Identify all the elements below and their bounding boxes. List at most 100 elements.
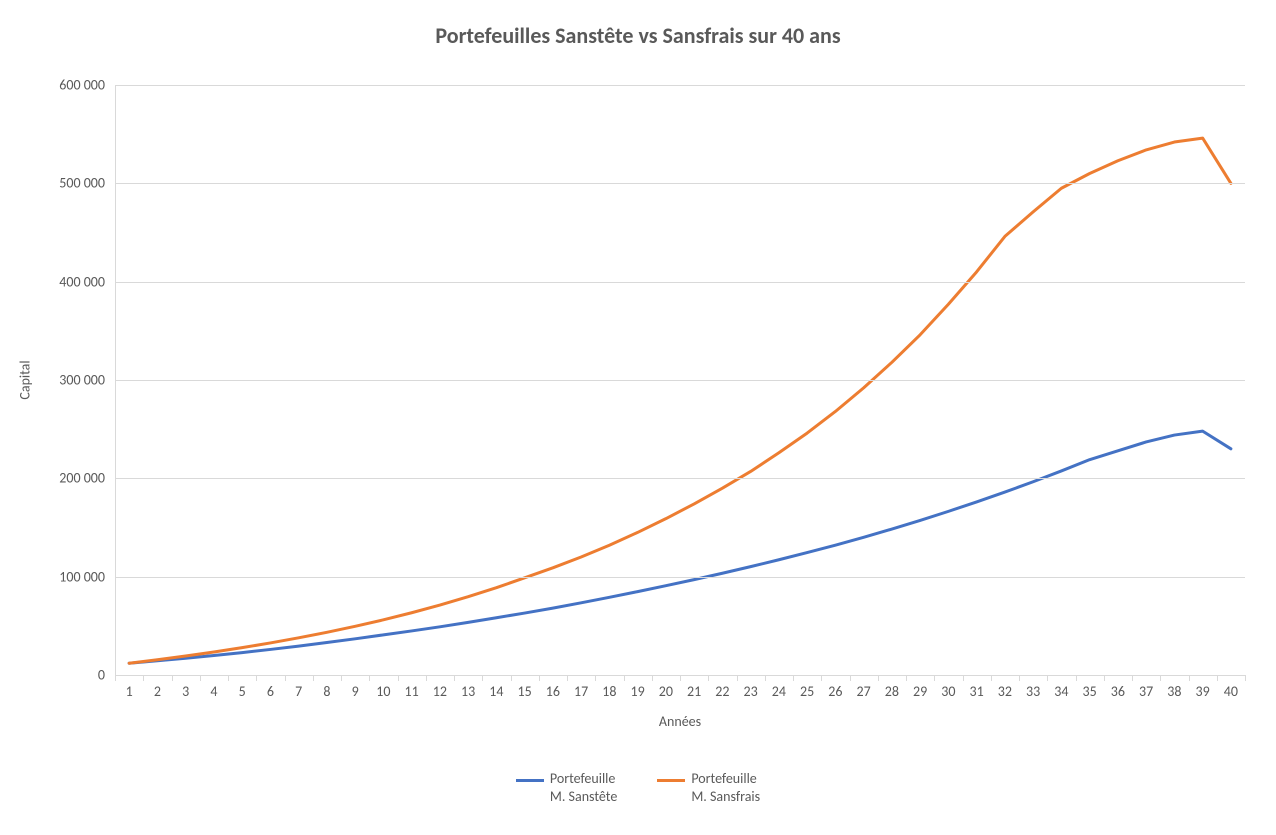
x-tick [398, 675, 399, 681]
x-tick [567, 675, 568, 681]
y-axis-line [115, 85, 116, 675]
legend: Portefeuille M. Sanstête Portefeuille M. … [0, 770, 1276, 806]
x-tick-label: 18 [602, 675, 616, 700]
x-tick [341, 675, 342, 681]
x-tick-label: 6 [267, 675, 274, 700]
gridline [115, 380, 1245, 381]
y-tick-label: 0 [98, 667, 115, 684]
x-tick [313, 675, 314, 681]
x-tick [624, 675, 625, 681]
gridline [115, 478, 1245, 479]
x-tick [906, 675, 907, 681]
y-tick-label: 100 000 [59, 568, 115, 585]
x-tick-label: 35 [1083, 675, 1097, 700]
y-tick-label: 300 000 [59, 372, 115, 389]
x-tick [1132, 675, 1133, 681]
x-tick-label: 17 [574, 675, 588, 700]
x-tick-label: 21 [687, 675, 701, 700]
x-tick [285, 675, 286, 681]
x-tick-label: 38 [1167, 675, 1181, 700]
x-tick-label: 2 [154, 675, 161, 700]
x-tick [850, 675, 851, 681]
x-tick-label: 39 [1196, 675, 1210, 700]
legend-label: Portefeuille M. Sanstête [550, 770, 617, 806]
x-tick [1047, 675, 1048, 681]
x-tick [1217, 675, 1218, 681]
x-tick-label: 16 [546, 675, 560, 700]
x-tick-label: 24 [772, 675, 786, 700]
x-tick-label: 14 [489, 675, 503, 700]
x-tick [200, 675, 201, 681]
line-series-sansfrais [129, 138, 1231, 663]
x-tick-label: 10 [376, 675, 390, 700]
x-tick [595, 675, 596, 681]
x-tick-label: 3 [182, 675, 189, 700]
x-tick-label: 1 [126, 675, 133, 700]
y-tick-label: 400 000 [59, 273, 115, 290]
x-tick [878, 675, 879, 681]
x-tick-label: 27 [857, 675, 871, 700]
x-tick [765, 675, 766, 681]
x-tick [1160, 675, 1161, 681]
plot-area: 0100 000200 000300 000400 000500 000600 … [115, 85, 1245, 675]
x-tick-label: 4 [210, 675, 217, 700]
line-series-sanstete [129, 431, 1231, 663]
x-tick [963, 675, 964, 681]
x-tick-label: 34 [1054, 675, 1068, 700]
chart-title: Portefeuilles Sanstête vs Sansfrais sur … [0, 0, 1276, 49]
x-tick-label: 26 [828, 675, 842, 700]
x-tick-label: 40 [1224, 675, 1238, 700]
x-tick-label: 25 [800, 675, 814, 700]
y-tick-label: 200 000 [59, 470, 115, 487]
x-tick-label: 32 [998, 675, 1012, 700]
x-tick [1019, 675, 1020, 681]
x-tick [228, 675, 229, 681]
gridline [115, 282, 1245, 283]
x-tick-label: 11 [405, 675, 419, 700]
x-tick-label: 28 [885, 675, 899, 700]
x-tick-label: 36 [1111, 675, 1125, 700]
x-tick-label: 37 [1139, 675, 1153, 700]
x-tick [511, 675, 512, 681]
x-tick [172, 675, 173, 681]
x-tick [369, 675, 370, 681]
x-tick-label: 23 [744, 675, 758, 700]
gridline [115, 577, 1245, 578]
x-tick-label: 29 [913, 675, 927, 700]
x-tick [115, 675, 116, 681]
x-tick-label: 8 [323, 675, 330, 700]
gridline [115, 85, 1245, 86]
x-tick-label: 13 [461, 675, 475, 700]
x-tick [143, 675, 144, 681]
x-tick [482, 675, 483, 681]
x-tick-label: 31 [970, 675, 984, 700]
x-tick [256, 675, 257, 681]
x-axis-title: Années [659, 713, 701, 730]
x-tick-label: 22 [715, 675, 729, 700]
x-tick [991, 675, 992, 681]
x-tick [1245, 675, 1246, 681]
x-tick [454, 675, 455, 681]
legend-swatch [516, 779, 544, 782]
x-tick [1076, 675, 1077, 681]
x-tick [426, 675, 427, 681]
x-tick-label: 33 [1026, 675, 1040, 700]
y-tick-label: 500 000 [59, 175, 115, 192]
x-tick [680, 675, 681, 681]
x-tick-label: 9 [352, 675, 359, 700]
legend-item-sansfrais: Portefeuille M. Sansfrais [657, 770, 760, 806]
y-axis-title: Capital [17, 360, 34, 399]
legend-label: Portefeuille M. Sansfrais [691, 770, 760, 806]
legend-swatch [657, 779, 685, 782]
x-tick-label: 15 [518, 675, 532, 700]
x-tick [1104, 675, 1105, 681]
x-tick-label: 19 [631, 675, 645, 700]
x-tick [539, 675, 540, 681]
x-tick [708, 675, 709, 681]
x-tick-label: 12 [433, 675, 447, 700]
legend-item-sanstete: Portefeuille M. Sanstête [516, 770, 617, 806]
x-tick-label: 30 [941, 675, 955, 700]
gridline [115, 183, 1245, 184]
x-tick [652, 675, 653, 681]
x-tick-label: 5 [239, 675, 246, 700]
